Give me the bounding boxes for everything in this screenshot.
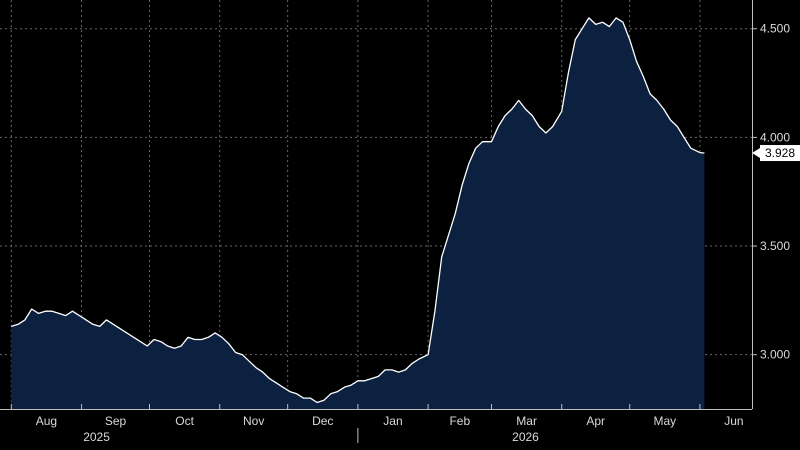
y-tick-label: 3.500 <box>760 239 790 253</box>
series-area <box>11 17 705 410</box>
y-tick-label: 4.500 <box>760 22 790 36</box>
x-tick-label: Jun <box>724 414 743 428</box>
x-tick-label: Mar <box>516 414 537 428</box>
x-tick-label: Jan <box>383 414 402 428</box>
x-tick-label: Dec <box>312 414 333 428</box>
x-tick-label: Apr <box>586 414 605 428</box>
x-tick-label: Nov <box>243 414 264 428</box>
last-value-marker: 3.928 <box>752 145 800 162</box>
last-value-label: 3.928 <box>765 146 795 160</box>
x-year-label: 2026 <box>512 430 539 444</box>
x-tick-label: Oct <box>175 414 194 428</box>
last-value-box <box>760 145 800 162</box>
series-area-fill <box>11 17 705 410</box>
axis-labels: 3.000 3.500 4.000 4.500 Aug Sep Oct Nov Dec Jan Fe… <box>36 22 791 444</box>
x-tick-label: Aug <box>36 414 57 428</box>
y-tick-label: 3.000 <box>760 348 790 362</box>
series-line <box>11 17 705 404</box>
x-tick-label: Feb <box>449 414 470 428</box>
x-tick-label: May <box>653 414 676 428</box>
axes <box>0 0 757 443</box>
y-tick-label: 4.000 <box>760 130 790 144</box>
x-tick-label: Sep <box>105 414 127 428</box>
x-year-label: 2025 <box>83 430 110 444</box>
last-value-pointer <box>752 148 760 159</box>
